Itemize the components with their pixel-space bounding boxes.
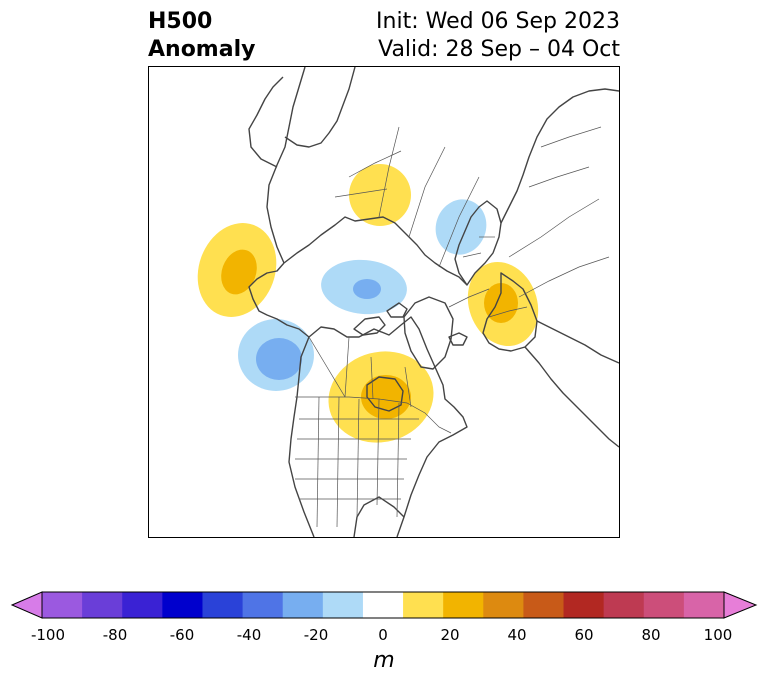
colorbar-tick-label: 60	[574, 626, 594, 644]
colorbar-segment	[683, 592, 725, 618]
map-title: H500 Anomaly	[148, 8, 255, 64]
init-date: Init: Wed 06 Sep 2023	[376, 9, 620, 34]
colorbar-tick-label: 80	[641, 626, 661, 644]
map-dates: Init: Wed 06 Sep 2023 Valid: 28 Sep – 04…	[376, 8, 620, 64]
colorbar-tick-label: -100	[30, 626, 66, 644]
political-borders	[295, 126, 610, 528]
anomaly-map	[148, 66, 620, 538]
anomaly-europe-ridge	[467, 261, 539, 347]
colorbar-tick-label: -20	[303, 626, 329, 644]
colorbar-segment	[563, 592, 605, 618]
colorbar-tick-label: -40	[236, 626, 262, 644]
colorbar-segment	[202, 592, 244, 618]
colorbar-segment	[403, 592, 444, 618]
colorbar-segments	[10, 591, 758, 619]
colorbar-segment	[483, 592, 524, 618]
anomaly-pacific-ridge	[197, 223, 277, 317]
colorbar-segment	[603, 592, 645, 618]
title-variable: H500	[148, 9, 213, 34]
colorbar-segment	[242, 592, 284, 618]
colorbar-extend-low	[10, 591, 43, 619]
anomaly-siberia-ridge	[349, 164, 411, 226]
colorbar-tick-label: 40	[507, 626, 527, 644]
anomaly-canada-ridge	[328, 351, 434, 443]
anomaly-northwest-trough	[238, 319, 314, 391]
colorbar-segment	[643, 592, 685, 618]
colorbar-segment	[362, 592, 404, 618]
colorbar-tick-label: 20	[440, 626, 460, 644]
colorbar-segment	[523, 592, 565, 618]
colorbar-tick-label: 100	[703, 626, 733, 644]
colorbar-tick-label: 0	[378, 626, 388, 644]
map-canvas	[197, 67, 619, 537]
coastlines	[248, 67, 619, 537]
colorbar-segment	[42, 592, 83, 618]
colorbar-segment	[322, 592, 364, 618]
anomaly-arctic-trough	[321, 259, 407, 315]
valid-range: Valid: 28 Sep – 04 Oct	[378, 37, 620, 62]
colorbar	[10, 591, 758, 619]
colorbar-units: m	[373, 648, 395, 673]
colorbar-segment	[282, 592, 324, 618]
colorbar-tick-label: -80	[102, 626, 128, 644]
colorbar-segment	[122, 592, 163, 618]
colorbar-segment	[82, 592, 123, 618]
title-field: Anomaly	[148, 37, 256, 62]
colorbar-segment	[443, 592, 484, 618]
colorbar-tick-label: -60	[169, 626, 195, 644]
colorbar-segment	[162, 592, 203, 618]
colorbar-extend-high	[723, 591, 758, 619]
